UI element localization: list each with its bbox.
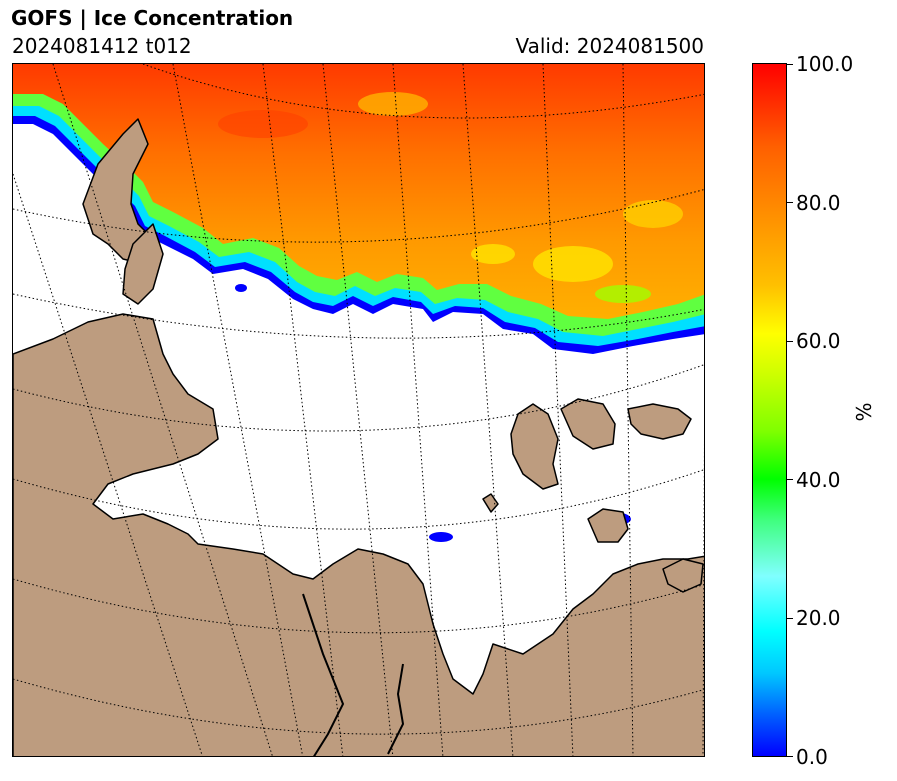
colorbar-tick-label: 0.0 [796, 745, 828, 769]
colorbar-tick [787, 64, 793, 65]
run-info: 2024081412 t012 [12, 34, 192, 58]
map-panel [12, 63, 705, 757]
valid-time: Valid: 2024081500 [515, 34, 704, 58]
colorbar-tick [787, 341, 793, 342]
rivers [302, 593, 405, 756]
graticule [13, 64, 704, 756]
colorbar-tick [787, 756, 793, 757]
colorbar [752, 63, 787, 757]
colorbar-tick-label: 20.0 [796, 606, 841, 630]
colorbar-tick-label: 40.0 [796, 468, 841, 492]
map-canvas [13, 64, 704, 756]
colorbar-tick [787, 202, 793, 203]
colorbar-tick-label: 60.0 [796, 329, 841, 353]
colorbar-tick-label: 100.0 [796, 52, 854, 76]
colorbar-tick [787, 479, 793, 480]
colorbar-tick [787, 618, 793, 619]
map-title: GOFS | Ice Concentration [11, 6, 294, 30]
land-masses [13, 118, 704, 756]
colorbar-tick-label: 80.0 [796, 191, 841, 215]
colorbar-label: % [852, 402, 876, 422]
